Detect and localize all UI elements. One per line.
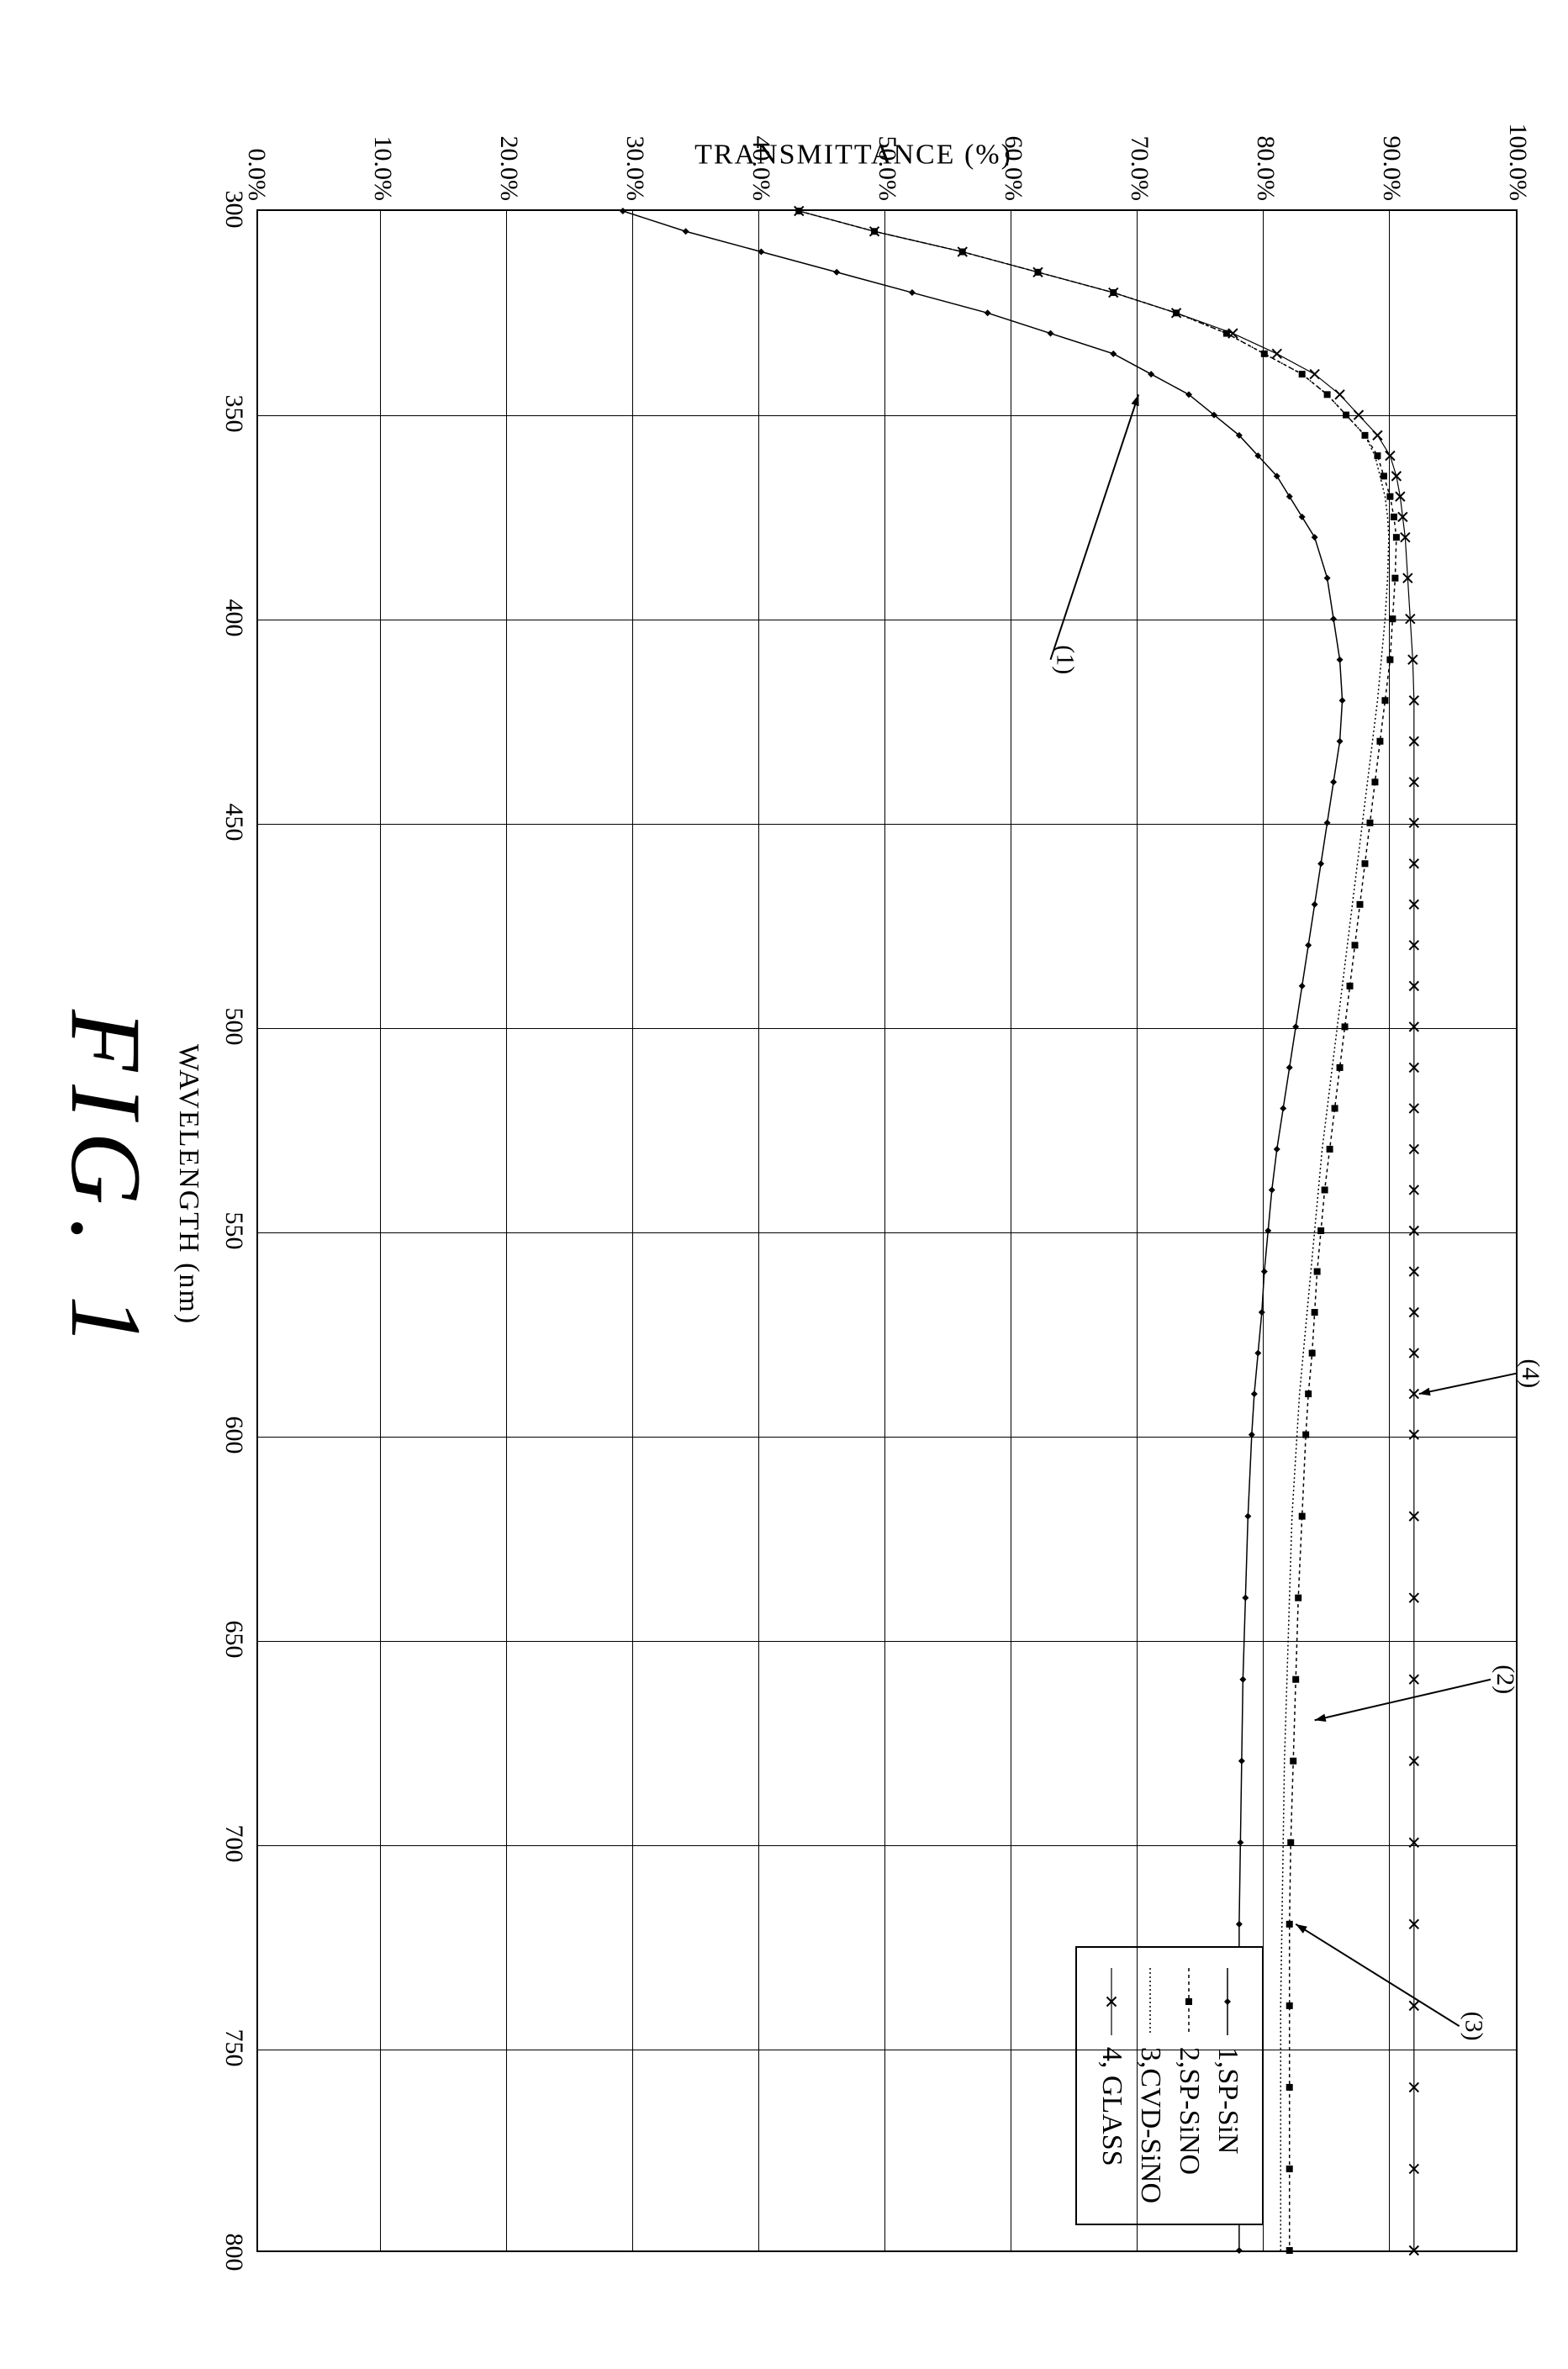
legend-swatch bbox=[1215, 1968, 1240, 2035]
x-tick-label: 700 bbox=[219, 1825, 248, 1863]
landscape-content: TRANSMITTANCE (%) WAVELENGTH (nm) (1) (2… bbox=[34, 34, 1534, 2335]
x-tick-label: 350 bbox=[219, 395, 248, 433]
legend-row: 4, GLASS bbox=[1092, 1968, 1131, 2203]
series-layer: (1) (2) (3) (4) bbox=[258, 211, 1516, 2250]
y-tick-label: 10.0% bbox=[368, 108, 397, 201]
x-tick-label: 400 bbox=[219, 599, 248, 637]
rotation-wrapper: TRANSMITTANCE (%) WAVELENGTH (nm) (1) (2… bbox=[34, 34, 1534, 2335]
legend: 1,SP-SiN2,SP-SiNO3,CVD-SiNO4, GLASS bbox=[1075, 1946, 1264, 2225]
annotation-2: (2) bbox=[1315, 1665, 1519, 1722]
y-tick-label: 60.0% bbox=[999, 108, 1027, 201]
svg-text:(1): (1) bbox=[1051, 645, 1079, 674]
annotation-4: (4) bbox=[1419, 1359, 1544, 1396]
y-tick-label: 20.0% bbox=[494, 108, 523, 201]
legend-swatch bbox=[1176, 1968, 1201, 2035]
legend-row: 2,SP-SiNO bbox=[1169, 1968, 1208, 2203]
figure-caption: FIG. 1 bbox=[48, 1010, 164, 1359]
annotation-3: (3) bbox=[1296, 1924, 1487, 2041]
y-tick-label: 0.0% bbox=[242, 108, 271, 201]
annotation-1: (1) bbox=[1050, 394, 1138, 674]
legend-label: 2,SP-SiNO bbox=[1173, 2047, 1205, 2175]
legend-swatch bbox=[1099, 1968, 1124, 2035]
x-tick-label: 550 bbox=[219, 1212, 248, 1250]
y-tick-label: 100.0% bbox=[1503, 108, 1532, 201]
svg-text:(4): (4) bbox=[1517, 1359, 1544, 1388]
x-tick-label: 650 bbox=[219, 1621, 248, 1659]
x-tick-label: 800 bbox=[219, 2234, 248, 2271]
x-axis-title: WAVELENGTH (nm) bbox=[172, 1044, 204, 1325]
x-tick-label: 300 bbox=[219, 191, 248, 229]
y-axis-title: TRANSMITTANCE (%) bbox=[694, 140, 1012, 171]
legend-row: 1,SP-SiN bbox=[1208, 1968, 1247, 2203]
legend-row: 3,CVD-SiNO bbox=[1131, 1968, 1169, 2203]
legend-swatch bbox=[1138, 1968, 1163, 2035]
svg-text:(2): (2) bbox=[1491, 1665, 1519, 1694]
y-tick-label: 50.0% bbox=[873, 108, 901, 201]
x-tick-label: 750 bbox=[219, 2029, 248, 2067]
y-tick-label: 30.0% bbox=[620, 108, 649, 201]
y-tick-label: 90.0% bbox=[1377, 108, 1406, 201]
legend-label: 4, GLASS bbox=[1095, 2047, 1127, 2166]
plot-area: (1) (2) (3) (4) 1,SP-SiN2,SP-SiNO3,CVD-S… bbox=[256, 209, 1518, 2252]
y-tick-label: 70.0% bbox=[1125, 108, 1154, 201]
x-tick-label: 450 bbox=[219, 804, 248, 842]
page: TRANSMITTANCE (%) WAVELENGTH (nm) (1) (2… bbox=[0, 0, 1568, 2369]
legend-label: 3,CVD-SiNO bbox=[1134, 2047, 1166, 2203]
y-tick-label: 40.0% bbox=[747, 108, 775, 201]
transmittance-chart: TRANSMITTANCE (%) WAVELENGTH (nm) (1) (2… bbox=[172, 92, 1534, 2277]
legend-label: 1,SP-SiN bbox=[1212, 2047, 1243, 2155]
y-tick-label: 80.0% bbox=[1251, 108, 1280, 201]
x-tick-label: 600 bbox=[219, 1417, 248, 1454]
x-tick-label: 500 bbox=[219, 1008, 248, 1046]
svg-text:(3): (3) bbox=[1460, 2012, 1488, 2041]
